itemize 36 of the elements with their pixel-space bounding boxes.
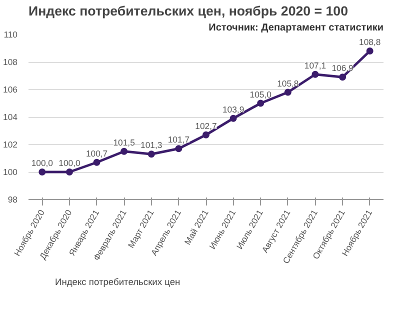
point — [284, 88, 292, 96]
data-label: 102,7 — [195, 120, 218, 131]
point — [38, 168, 46, 176]
point — [175, 145, 182, 152]
chart-title: Индекс потребительских цен, ноябрь 2020 = 100 — [28, 4, 348, 18]
y-tick-label: 106 — [3, 84, 18, 94]
point — [257, 100, 264, 107]
y-tick-label: 100 — [3, 167, 18, 177]
point — [93, 158, 100, 166]
data-label: 108,8 — [359, 37, 381, 47]
y-tick-label: 108 — [3, 57, 18, 67]
point — [120, 148, 128, 155]
data-label: 107,1 — [304, 60, 326, 70]
data-label: 100,7 — [86, 148, 108, 158]
y-tick-label: 102 — [3, 140, 18, 150]
point — [66, 168, 73, 176]
data-label: 106,9 — [332, 63, 354, 74]
y-tick-label: 110 — [4, 30, 18, 40]
data-label: 100,0 — [31, 158, 54, 168]
data-label: 103,9 — [222, 104, 244, 114]
point — [366, 48, 374, 54]
text: Индекс потребительских цен — [55, 276, 180, 288]
data-label: 101,5 — [113, 137, 136, 148]
y-tick-label: 104 — [3, 112, 18, 122]
point — [230, 114, 237, 122]
text: Источник: Департамент статистики — [208, 22, 384, 34]
point — [339, 74, 346, 81]
point — [148, 150, 155, 158]
y-tick-label: 98 — [8, 194, 18, 204]
point — [202, 131, 210, 138]
data-label: 101,3 — [140, 140, 162, 150]
data-label: 105,8 — [277, 78, 299, 88]
data-label: 101,7 — [168, 134, 190, 145]
data-label: 100,0 — [58, 158, 80, 168]
data-label: 105,0 — [250, 89, 272, 100]
point — [312, 70, 319, 78]
